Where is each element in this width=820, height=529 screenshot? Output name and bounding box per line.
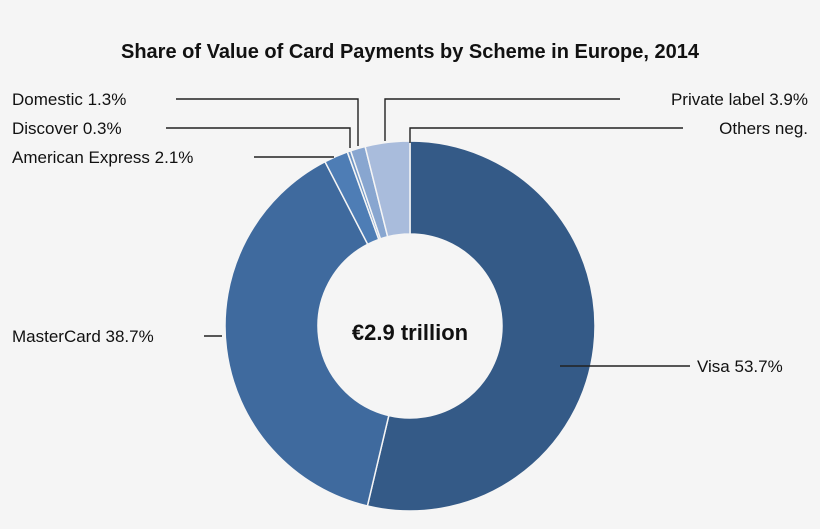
slices-group (224, 140, 596, 512)
slice-label-visa: Visa 53.7% (697, 357, 783, 376)
slice-label-discover: Discover 0.3% (12, 119, 122, 138)
slice-labels-group: Visa 53.7% MasterCard 38.7% American Exp… (12, 90, 808, 376)
slice-label-private-label: Private label 3.9% (671, 90, 808, 109)
slice-label-domestic: Domestic 1.3% (12, 90, 126, 109)
slice-label-mastercard: MasterCard 38.7% (12, 327, 154, 346)
center-total-label: €2.9 trillion (352, 320, 468, 345)
slice-mastercard (224, 160, 390, 507)
leader-line-private-label (384, 98, 620, 141)
slice-visa (366, 140, 596, 512)
leader-line-others (409, 127, 683, 143)
slice-label-others: Others neg. (719, 119, 808, 138)
slice-private-label (364, 140, 411, 238)
leader-line-domestic (176, 98, 359, 146)
chart-title: Share of Value of Card Payments by Schem… (121, 41, 700, 63)
leader-lines-group (166, 98, 690, 367)
slice-label-american-express: American Express 2.1% (12, 148, 193, 167)
leader-line-discover (166, 127, 351, 148)
